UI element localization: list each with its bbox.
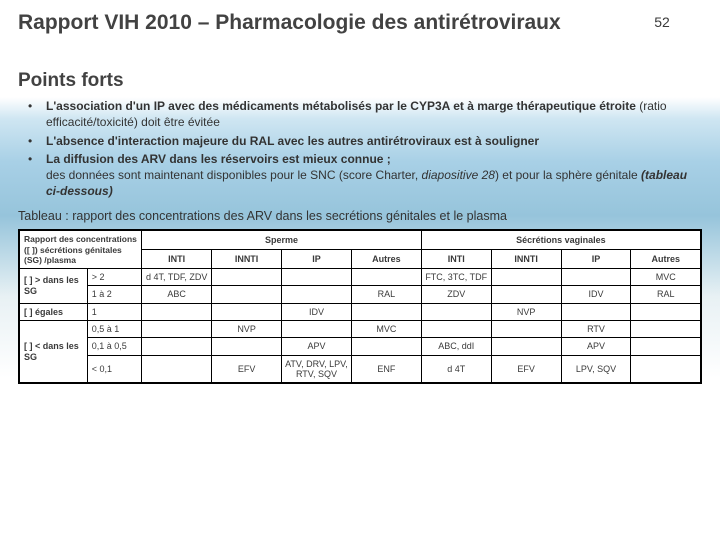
data-cell: IDV: [282, 303, 352, 320]
ratio-cell: > 2: [87, 268, 142, 285]
table-sub-header: INTI: [421, 250, 491, 269]
data-cell: [561, 268, 631, 285]
data-cell: d 4T, TDF, ZDV: [142, 268, 212, 285]
row-group-label: [ ] > dans les SG: [19, 268, 87, 303]
table-sub-header: Autres: [351, 250, 421, 269]
table-row: 0,1 à 0,5 APV ABC, ddI APV: [19, 338, 701, 355]
data-cell: ATV, DRV, LPV, RTV, SQV: [282, 355, 352, 383]
data-cell: [142, 355, 212, 383]
ratio-cell: 1: [87, 303, 142, 320]
bullet-item: La diffusion des ARV dans les réservoirs…: [24, 151, 702, 200]
table-group-header: Sperme: [142, 230, 422, 249]
data-cell: NVP: [212, 320, 282, 337]
data-cell: ABC, ddI: [421, 338, 491, 355]
data-cell: [351, 268, 421, 285]
data-cell: MVC: [351, 320, 421, 337]
table-caption: Tableau : rapport des concentrations des…: [18, 209, 702, 223]
data-cell: EFV: [491, 355, 561, 383]
data-cell: [282, 268, 352, 285]
data-cell: [212, 338, 282, 355]
arv-table: Rapport des concentrations ([ ]) sécréti…: [18, 229, 702, 384]
ratio-cell: 0,5 à 1: [87, 320, 142, 337]
table-group-header: Sécrétions vaginales: [421, 230, 701, 249]
data-cell: [631, 320, 701, 337]
data-cell: [631, 303, 701, 320]
data-cell: [631, 338, 701, 355]
row-group-label: [ ] < dans les SG: [19, 320, 87, 383]
data-cell: [212, 303, 282, 320]
data-cell: [421, 303, 491, 320]
ratio-cell: < 0,1: [87, 355, 142, 383]
table-row: 1 à 2ABCRALZDVIDVRAL: [19, 286, 701, 303]
data-cell: EFV: [212, 355, 282, 383]
data-cell: [142, 338, 212, 355]
table-sub-header: INNTI: [491, 250, 561, 269]
page-title: Rapport VIH 2010 – Pharmacologie des ant…: [18, 10, 622, 36]
data-cell: [351, 338, 421, 355]
data-cell: APV: [282, 338, 352, 355]
data-cell: [351, 303, 421, 320]
page-number: 52: [622, 14, 702, 30]
data-cell: [491, 286, 561, 303]
data-cell: ABC: [142, 286, 212, 303]
slide-header: Rapport VIH 2010 – Pharmacologie des ant…: [18, 10, 702, 36]
data-cell: APV: [561, 338, 631, 355]
table-sub-header: INNTI: [212, 250, 282, 269]
data-cell: [212, 268, 282, 285]
data-cell: MVC: [631, 268, 701, 285]
data-cell: FTC, 3TC, TDF: [421, 268, 491, 285]
bullet-item: L'absence d'interaction majeure du RAL a…: [24, 133, 702, 149]
table-sub-header: INTI: [142, 250, 212, 269]
ratio-cell: 0,1 à 0,5: [87, 338, 142, 355]
row-group-label: [ ] égales: [19, 303, 87, 320]
data-cell: [142, 303, 212, 320]
data-cell: [491, 338, 561, 355]
table-row: [ ] égales1 IDV NVP: [19, 303, 701, 320]
data-cell: ENF: [351, 355, 421, 383]
table-corner: Rapport des concentrations ([ ]) sécréti…: [19, 230, 142, 268]
data-cell: [142, 320, 212, 337]
section-heading: Points forts: [18, 70, 702, 92]
data-cell: [282, 286, 352, 303]
data-cell: [212, 286, 282, 303]
table-row: < 0,1EFVATV, DRV, LPV, RTV, SQVENFd 4TEF…: [19, 355, 701, 383]
bullet-list: L'association d'un IP avec des médicamen…: [18, 98, 702, 199]
data-cell: [491, 320, 561, 337]
data-cell: RAL: [351, 286, 421, 303]
data-cell: [282, 320, 352, 337]
data-cell: [561, 303, 631, 320]
ratio-cell: 1 à 2: [87, 286, 142, 303]
bullet-item: L'association d'un IP avec des médicamen…: [24, 98, 702, 130]
data-cell: d 4T: [421, 355, 491, 383]
table-sub-header: IP: [561, 250, 631, 269]
table-sub-header: IP: [282, 250, 352, 269]
data-cell: [631, 355, 701, 383]
data-cell: ZDV: [421, 286, 491, 303]
data-cell: NVP: [491, 303, 561, 320]
table-row: [ ] > dans les SG> 2d 4T, TDF, ZDVFTC, 3…: [19, 268, 701, 285]
data-cell: [421, 320, 491, 337]
data-cell: LPV, SQV: [561, 355, 631, 383]
data-cell: RAL: [631, 286, 701, 303]
table-sub-header: Autres: [631, 250, 701, 269]
data-cell: IDV: [561, 286, 631, 303]
data-cell: [491, 268, 561, 285]
table-row: [ ] < dans les SG0,5 à 1NVPMVCRTV: [19, 320, 701, 337]
data-cell: RTV: [561, 320, 631, 337]
